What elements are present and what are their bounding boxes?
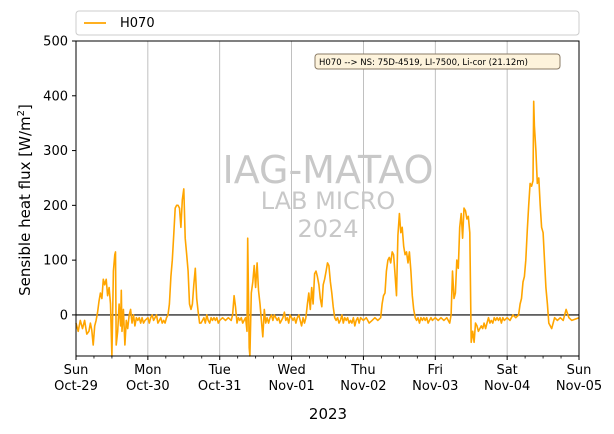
x-tick-date-label: Nov-04	[484, 379, 530, 394]
x-tick-date-label: Nov-05	[556, 379, 602, 394]
instrument-annotation: H070 --> NS: 75D-4519, LI-7500, Li-cor (…	[314, 53, 561, 70]
x-tick-day-label: Thu	[350, 363, 375, 378]
y-axis-label-superscript: 2	[16, 110, 27, 116]
plot-area: IAG-MATAO LAB MICRO 2024 H070 --> NS: 75…	[75, 40, 580, 357]
x-tick-date-label: Nov-03	[412, 379, 458, 394]
x-tick-day-label: Mon	[134, 363, 161, 378]
x-tick-date-label: Oct-31	[198, 379, 242, 394]
y-axis-ticks: 0 100 200 300 400 500	[43, 35, 76, 323]
x-tick-date-label: Oct-29	[54, 379, 98, 394]
watermark: IAG-MATAO LAB MICRO 2024	[222, 148, 433, 243]
watermark-line2: LAB MICRO	[261, 187, 396, 215]
y-tick-label: 300	[43, 144, 68, 159]
x-tick-date-label: Oct-30	[126, 379, 170, 394]
x-tick-day-label: Sun	[64, 363, 89, 378]
x-tick-day-label: Sun	[567, 363, 592, 378]
annotation-text: H070 --> NS: 75D-4519, LI-7500, Li-cor (…	[319, 58, 528, 68]
series-line-h070	[75, 100, 580, 357]
vertical-gridlines	[147, 41, 508, 356]
x-axis-label: 2023	[309, 405, 347, 423]
x-axis-ticks: SunOct-29MonOct-30TueOct-31WedNov-01ThuN…	[54, 356, 602, 394]
x-tick-day-label: Wed	[277, 363, 305, 378]
legend-frame	[75, 10, 580, 36]
watermark-line1: IAG-MATAO	[222, 148, 433, 192]
watermark-line3: 2024	[297, 215, 358, 243]
plot-background	[76, 41, 579, 356]
y-axis-label-end: ]	[16, 104, 34, 110]
annotation-box	[314, 53, 561, 70]
y-axis-label: Sensible heat flux [W/m2]	[16, 104, 34, 296]
x-tick-date-label: Nov-02	[340, 379, 386, 394]
legend-label-h070: H070	[120, 16, 155, 31]
y-tick-label: 400	[43, 89, 68, 104]
y-tick-label: 500	[43, 35, 68, 50]
x-tick-day-label: Tue	[208, 363, 231, 378]
y-axis-label-main: Sensible heat flux [W/m	[16, 116, 34, 295]
y-tick-label: 100	[43, 254, 68, 269]
x-tick-day-label: Sat	[496, 363, 517, 378]
x-tick-date-label: Nov-01	[268, 379, 314, 394]
x-tick-day-label: Fri	[428, 363, 444, 378]
y-tick-label: 200	[43, 199, 68, 214]
y-tick-label: 0	[60, 308, 68, 323]
legend: H070	[75, 10, 580, 36]
